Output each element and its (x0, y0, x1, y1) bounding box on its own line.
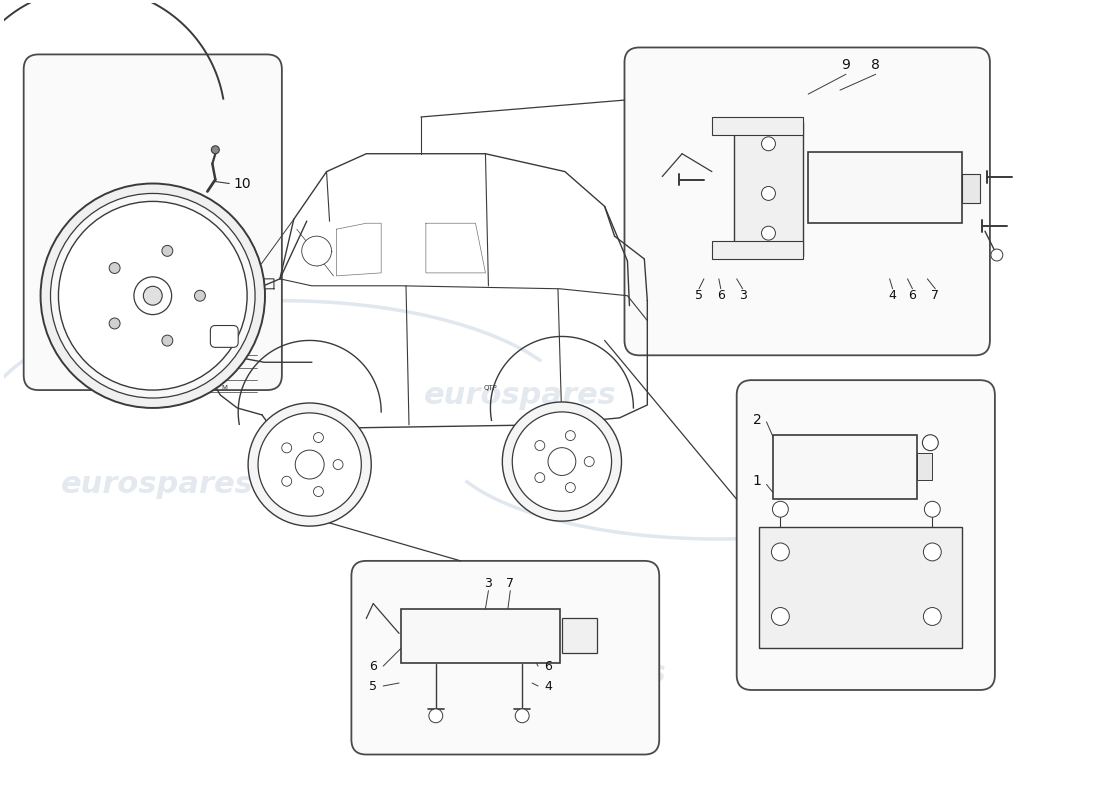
Bar (808, 152, 962, 223)
Bar (562, 618, 596, 654)
Text: 3: 3 (739, 290, 747, 302)
Text: eurospares: eurospares (424, 381, 617, 410)
Circle shape (771, 607, 790, 626)
Circle shape (584, 457, 594, 466)
Text: 6: 6 (717, 290, 725, 302)
Circle shape (515, 709, 529, 722)
Text: 4: 4 (544, 679, 552, 693)
Bar (712, 117, 803, 135)
Text: 10: 10 (233, 177, 251, 190)
Circle shape (51, 194, 255, 398)
Circle shape (761, 137, 776, 150)
Text: 1: 1 (752, 474, 761, 489)
Text: 6: 6 (544, 660, 552, 673)
Circle shape (195, 290, 206, 301)
Circle shape (991, 249, 1003, 261)
Bar (712, 241, 803, 259)
Circle shape (333, 459, 343, 470)
Circle shape (548, 448, 575, 475)
Circle shape (301, 236, 331, 266)
FancyBboxPatch shape (24, 54, 282, 390)
Circle shape (282, 476, 292, 486)
Text: M: M (221, 385, 228, 391)
Circle shape (134, 277, 172, 314)
Circle shape (295, 450, 324, 479)
Circle shape (211, 146, 219, 154)
Bar (962, 174, 980, 203)
Circle shape (503, 402, 622, 521)
Text: 6: 6 (370, 660, 377, 673)
FancyBboxPatch shape (625, 47, 990, 355)
Circle shape (314, 433, 323, 442)
Circle shape (771, 543, 790, 561)
Circle shape (314, 486, 323, 497)
Text: 7: 7 (932, 290, 939, 302)
Circle shape (924, 502, 940, 517)
Circle shape (535, 441, 544, 450)
Circle shape (249, 403, 372, 526)
Circle shape (143, 286, 162, 305)
FancyBboxPatch shape (210, 326, 239, 347)
Text: QTP: QTP (484, 385, 497, 391)
Circle shape (923, 607, 942, 626)
Circle shape (761, 186, 776, 200)
Text: 8: 8 (871, 58, 880, 72)
FancyBboxPatch shape (737, 380, 994, 690)
Circle shape (162, 335, 173, 346)
Circle shape (923, 543, 942, 561)
Bar (759, 527, 962, 648)
Circle shape (761, 226, 776, 240)
Text: 2: 2 (752, 413, 761, 427)
Circle shape (41, 183, 265, 408)
Bar (917, 453, 933, 481)
Text: 6: 6 (909, 290, 916, 302)
Circle shape (772, 502, 789, 517)
Circle shape (282, 443, 292, 453)
FancyBboxPatch shape (351, 561, 659, 754)
Bar (734, 122, 803, 256)
Text: 3: 3 (484, 578, 493, 590)
Circle shape (162, 246, 173, 256)
Circle shape (58, 202, 248, 390)
Circle shape (109, 262, 120, 274)
Circle shape (258, 413, 361, 516)
Circle shape (565, 430, 575, 441)
Text: 5: 5 (370, 679, 377, 693)
Text: 4: 4 (889, 290, 896, 302)
Text: eurospares: eurospares (473, 658, 667, 687)
Circle shape (513, 412, 612, 511)
Text: eurospares: eurospares (62, 470, 254, 499)
Bar (402, 609, 560, 663)
Circle shape (109, 318, 120, 329)
Circle shape (535, 473, 544, 482)
Circle shape (923, 434, 938, 450)
Text: 9: 9 (842, 58, 850, 72)
Text: 7: 7 (506, 578, 515, 590)
Circle shape (429, 709, 442, 722)
Text: 5: 5 (695, 290, 703, 302)
Bar (773, 434, 917, 499)
Circle shape (565, 482, 575, 493)
